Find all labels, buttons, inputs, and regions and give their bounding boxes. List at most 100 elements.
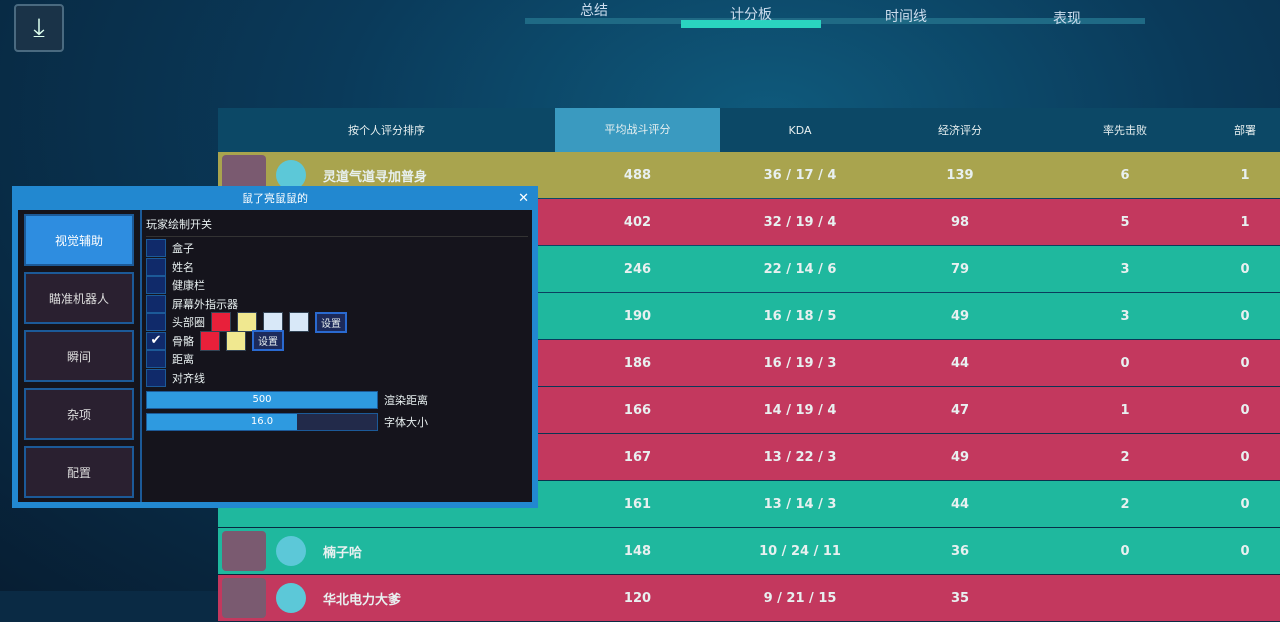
check-icon: ✔ xyxy=(150,333,162,349)
menu-tab[interactable]: 瞄准机器人 xyxy=(24,272,134,324)
active-tab-indicator xyxy=(681,20,821,28)
option-row: 距离 xyxy=(146,350,528,369)
econ-value: 79 xyxy=(950,261,970,277)
table-row[interactable]: 华北电力大爹 120 9 / 21 / 15 35 xyxy=(218,575,1280,621)
header-acs[interactable]: 平均战斗评分 xyxy=(555,108,720,152)
plants-value: 0 xyxy=(1240,543,1250,559)
tab-underline xyxy=(525,18,1145,24)
kda-value: 16 / 18 / 5 xyxy=(763,308,837,324)
first-kills-value: 2 xyxy=(1120,449,1130,465)
tab-summary[interactable]: 总结 xyxy=(580,3,608,19)
first-kills-value: 0 xyxy=(1120,355,1130,371)
first-kills-value: 3 xyxy=(1120,308,1130,324)
kda-value: 10 / 24 / 11 xyxy=(759,543,841,559)
kda-value: 22 / 14 / 6 xyxy=(763,261,837,277)
checkbox[interactable] xyxy=(146,313,166,332)
slider-label: 字体大小 xyxy=(384,416,428,429)
option-label: 骨骼 xyxy=(172,334,194,348)
header-kda[interactable]: KDA xyxy=(788,123,812,137)
checkbox[interactable] xyxy=(146,257,166,276)
menu-tab[interactable]: 杂项 xyxy=(24,388,134,440)
econ-value: 44 xyxy=(950,355,970,371)
plants-value: 0 xyxy=(1240,496,1250,512)
kda-value: 36 / 17 / 4 xyxy=(763,167,837,183)
checkbox[interactable] xyxy=(146,276,166,295)
agent-icon xyxy=(276,160,306,190)
econ-value: 49 xyxy=(950,308,970,324)
download-icon: ⤓ xyxy=(33,12,45,43)
header-sort[interactable]: 按个人评分排序 xyxy=(348,124,425,137)
option-label: 健康栏 xyxy=(172,279,205,293)
plants-value: 0 xyxy=(1240,308,1250,324)
scoreboard-header: 按个人评分排序 平均战斗评分 KDA 经济评分 率先击败 部署 xyxy=(218,108,1280,152)
option-label: 盒子 xyxy=(172,242,194,256)
menu-tab[interactable]: 视觉辅助 xyxy=(24,214,134,266)
plants-value: 0 xyxy=(1240,402,1250,418)
acs-value: 246 xyxy=(623,261,652,277)
slider-fill xyxy=(147,414,297,430)
kda-value: 32 / 19 / 4 xyxy=(763,214,837,230)
slider-value: 500 xyxy=(252,394,272,405)
first-kills-value: 1 xyxy=(1120,402,1130,418)
acs-value: 190 xyxy=(623,308,652,324)
player-name: 楠子哈 xyxy=(323,545,363,561)
econ-value: 47 xyxy=(950,402,970,418)
header-plants[interactable]: 部署 xyxy=(1234,124,1256,137)
option-row: 对齐线 xyxy=(146,368,528,388)
option-row: 头部圈 设置 xyxy=(146,311,528,333)
color-swatch[interactable] xyxy=(226,330,246,351)
option-row: ✔ 骨骼 设置 xyxy=(146,330,528,352)
settings-button[interactable]: 设置 xyxy=(315,311,347,333)
slider-label: 渲染距离 xyxy=(384,394,428,407)
slider-row: 16.0 字体大小 xyxy=(146,413,528,431)
checkbox[interactable] xyxy=(146,294,166,313)
slider-fill xyxy=(147,392,377,408)
acs-value: 161 xyxy=(623,496,652,512)
player-name: 灵道气道寻加普身 xyxy=(323,169,428,185)
color-swatch[interactable] xyxy=(200,330,220,351)
econ-value: 49 xyxy=(950,449,970,465)
color-swatch[interactable] xyxy=(289,312,309,333)
acs-value: 120 xyxy=(623,590,652,606)
download-button[interactable]: ⤓ xyxy=(14,4,64,52)
kda-value: 14 / 19 / 4 xyxy=(763,402,837,418)
menu-title: 鼠了亮鼠鼠的 xyxy=(242,192,308,205)
color-swatch[interactable] xyxy=(211,312,231,333)
cheat-menu-window: 鼠了亮鼠鼠的 ✕ 视觉辅助 瞄准机器人 瞬间 杂项 配置 玩家绘制开关 盒子 姓名 健康栏 屏幕… xyxy=(12,186,538,508)
settings-button[interactable]: 设置 xyxy=(252,330,284,352)
color-swatch[interactable] xyxy=(237,312,257,333)
acs-value: 488 xyxy=(623,167,652,183)
checkbox[interactable] xyxy=(146,239,166,258)
slider[interactable]: 500 xyxy=(146,391,378,409)
color-swatch[interactable] xyxy=(263,312,283,333)
econ-value: 44 xyxy=(950,496,970,512)
menu-sidebar: 视觉辅助瞄准机器人瞬间杂项配置 xyxy=(18,210,142,502)
econ-value: 98 xyxy=(950,214,970,230)
slider[interactable]: 16.0 xyxy=(146,413,378,431)
tab-timeline[interactable]: 时间线 xyxy=(885,9,927,25)
option-label: 距离 xyxy=(172,353,194,367)
table-row[interactable]: 楠子哈 148 10 / 24 / 11 36 0 0 xyxy=(218,528,1280,574)
plants-value: 0 xyxy=(1240,355,1250,371)
tab-bar: 总结 计分板 时间线 表现 xyxy=(525,0,1145,34)
slider-value: 16.0 xyxy=(250,416,274,427)
header-first-kills[interactable]: 率先击败 xyxy=(1103,124,1147,137)
econ-value: 35 xyxy=(950,590,970,606)
menu-tab[interactable]: 配置 xyxy=(24,446,134,498)
kda-value: 9 / 21 / 15 xyxy=(763,590,837,606)
option-row: 健康栏 xyxy=(146,276,528,295)
acs-value: 186 xyxy=(623,355,652,371)
checkbox[interactable] xyxy=(146,368,166,387)
menu-title-bar[interactable]: 鼠了亮鼠鼠的 ✕ xyxy=(15,189,535,209)
tab-performance[interactable]: 表现 xyxy=(1053,11,1081,27)
tab-scoreboard[interactable]: 计分板 xyxy=(730,7,772,23)
option-label: 姓名 xyxy=(172,260,194,274)
checkbox[interactable]: ✔ xyxy=(146,331,166,350)
menu-tab[interactable]: 瞬间 xyxy=(24,330,134,382)
option-row: 盒子 xyxy=(146,239,528,258)
checkbox[interactable] xyxy=(146,350,166,369)
header-econ[interactable]: 经济评分 xyxy=(938,124,982,137)
close-icon[interactable]: ✕ xyxy=(518,191,529,206)
acs-value: 148 xyxy=(623,543,652,559)
agent-icon xyxy=(276,583,306,613)
